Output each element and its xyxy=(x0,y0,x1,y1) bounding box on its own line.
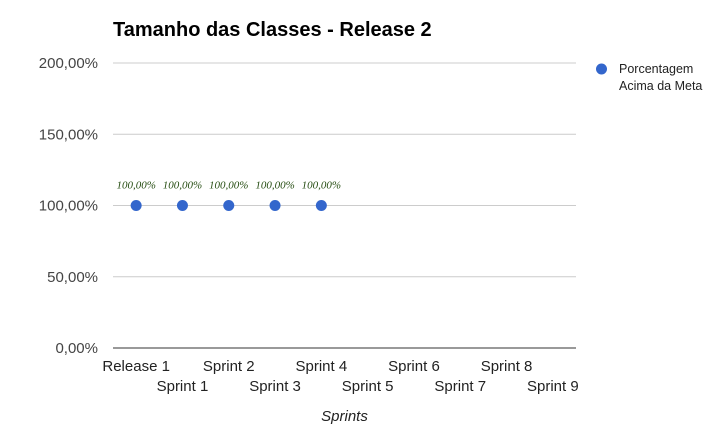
data-point[interactable] xyxy=(315,200,327,211)
y-tick-label: 0,00% xyxy=(55,340,98,357)
x-tick-label: Sprint 3 xyxy=(249,378,301,395)
y-axis-ticks: 0,00% 50,00% 100,00% 150,00% 200,00% xyxy=(39,55,98,357)
data-label: 100,00% xyxy=(116,180,155,192)
legend-label-line-1: Porcentagem xyxy=(619,62,693,76)
x-tick-label: Sprint 4 xyxy=(295,358,347,375)
data-point[interactable] xyxy=(223,200,235,211)
x-tick-label: Sprint 5 xyxy=(342,378,394,395)
y-tick-label: 200,00% xyxy=(39,55,98,72)
x-tick-label: Sprint 7 xyxy=(434,378,486,395)
x-tick-label: Sprint 1 xyxy=(157,378,209,395)
legend-label-line-2: Acima da Meta xyxy=(619,79,702,93)
x-tick-label: Sprint 8 xyxy=(481,358,533,375)
data-labels: 100,00% 100,00% 100,00% 100,00% 100,00% xyxy=(116,180,341,192)
data-points xyxy=(130,200,327,211)
x-axis-ticks: Release 1 Sprint 1 Sprint 2 Sprint 3 Sprint … xyxy=(102,358,578,395)
x-tick-label: Release 1 xyxy=(102,358,170,375)
x-tick-label: Sprint 6 xyxy=(388,358,440,375)
data-point[interactable] xyxy=(176,200,188,211)
x-tick-label: Sprint 9 xyxy=(527,378,579,395)
y-tick-label: 150,00% xyxy=(39,126,98,143)
data-label: 100,00% xyxy=(255,180,294,192)
y-tick-label: 50,00% xyxy=(47,269,98,286)
gridlines xyxy=(113,62,576,349)
data-point[interactable] xyxy=(130,200,142,211)
y-tick-label: 100,00% xyxy=(39,198,98,215)
data-point[interactable] xyxy=(269,200,281,211)
legend[interactable]: Porcentagem Acima da Meta xyxy=(596,62,702,93)
chart-title: Tamanho das Classes - Release 2 xyxy=(113,19,432,41)
legend-marker xyxy=(596,63,607,75)
x-tick-label: Sprint 2 xyxy=(203,358,255,375)
data-label: 100,00% xyxy=(163,180,202,192)
data-label: 100,00% xyxy=(209,180,248,192)
data-label: 100,00% xyxy=(302,180,341,192)
x-axis-label: Sprints xyxy=(321,408,368,425)
